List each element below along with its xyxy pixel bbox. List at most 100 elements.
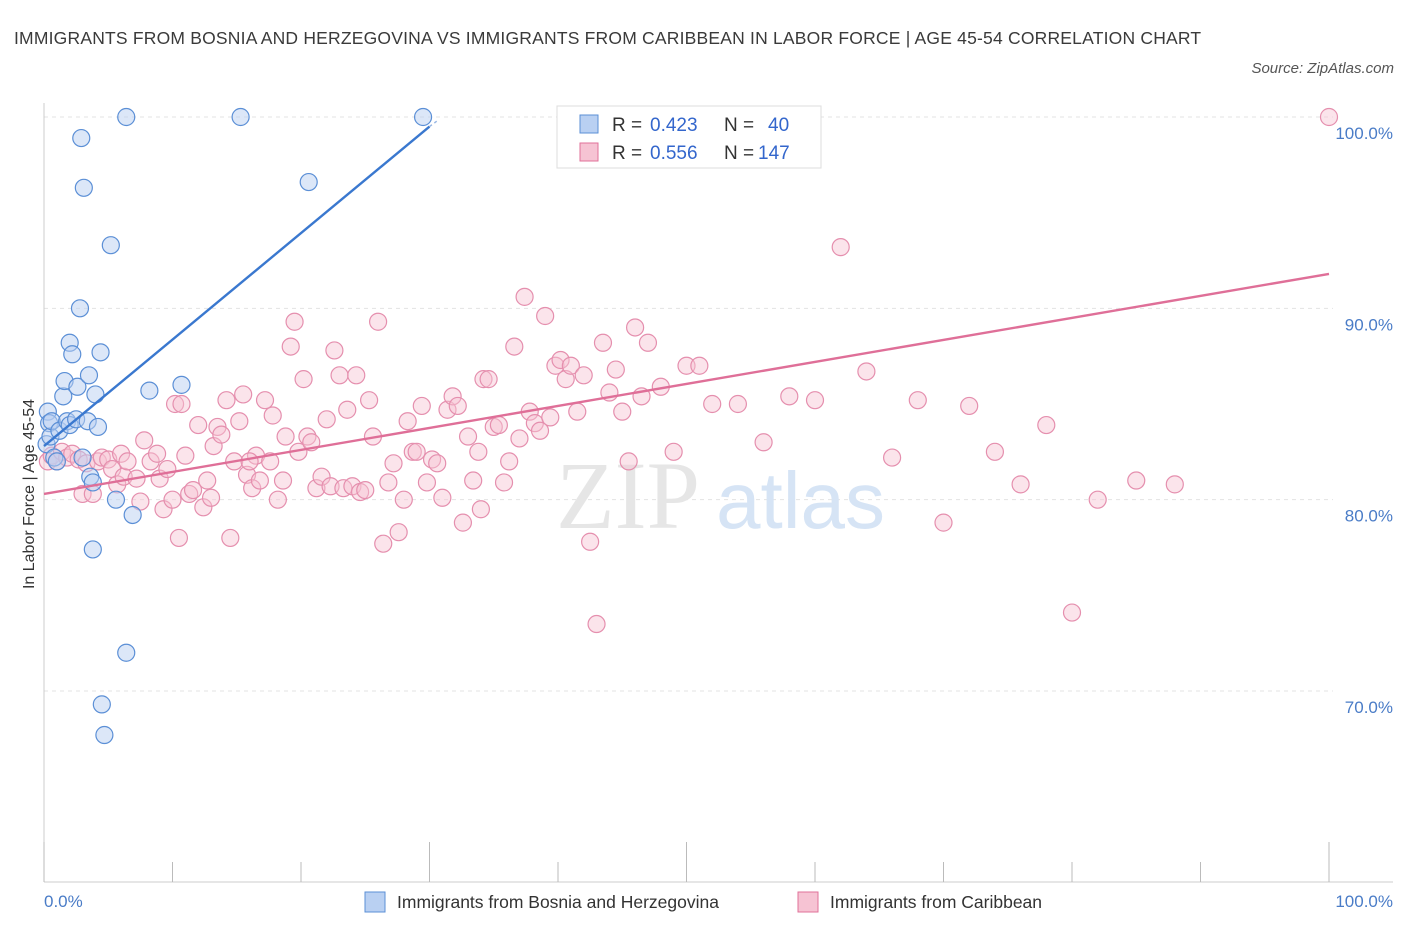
bosnia-point-28 <box>95 725 114 745</box>
caribbean-point-90 <box>443 387 462 406</box>
caribbean-point-73 <box>360 391 379 410</box>
caribbean-point-117 <box>587 614 606 634</box>
bosnia-point-26 <box>91 343 110 362</box>
gridlines <box>44 116 1333 692</box>
legend-swatch-caribbean <box>579 142 599 162</box>
series-legend: Immigrants from Bosnia and Herzegovina I… <box>364 891 1042 913</box>
y-axis-label: In Labor Force | Age 45-54 <box>21 399 38 589</box>
bosnia-point-31 <box>117 107 136 127</box>
legend-r-value-bosnia: 0.423 <box>650 115 698 136</box>
series-legend-swatch-bosnia <box>364 891 386 913</box>
legend-r-label-bosnia: R = <box>612 115 642 136</box>
legend-r-label-caribbean: R = <box>612 143 642 164</box>
caribbean-point-148 <box>1319 107 1339 127</box>
series-legend-swatch-caribbean <box>797 891 819 913</box>
caribbean-point-29 <box>172 394 191 414</box>
caribbean-point-100 <box>494 473 514 492</box>
caribbean-point-137 <box>882 448 902 467</box>
bosnia-point-24 <box>86 385 105 404</box>
caribbean-point-48 <box>250 471 269 490</box>
caribbean-point-53 <box>273 471 293 490</box>
caribbean-point-58 <box>294 370 313 389</box>
caribbean-point-91 <box>448 396 467 416</box>
y-tick-label-90: 90.0% <box>1345 315 1393 334</box>
caribbean-point-147 <box>1165 475 1184 494</box>
caribbean-point-146 <box>1127 471 1146 490</box>
caribbean-points <box>38 107 1339 634</box>
caribbean-point-108 <box>536 306 555 326</box>
caribbean-point-112 <box>556 370 575 389</box>
caribbean-point-20 <box>135 431 154 450</box>
caribbean-point-40 <box>217 391 236 410</box>
caribbean-point-127 <box>664 442 683 461</box>
bosnia-point-37 <box>299 172 318 192</box>
bosnia-point-39 <box>73 448 92 467</box>
caribbean-point-130 <box>703 394 722 414</box>
caribbean-point-101 <box>500 452 519 471</box>
caribbean-point-129 <box>690 356 709 375</box>
legend-n-label-bosnia: N = <box>724 115 754 136</box>
bosnia-point-17 <box>72 128 91 148</box>
caribbean-point-138 <box>908 391 927 410</box>
caribbean-point-19 <box>131 492 150 511</box>
caribbean-point-149 <box>240 452 259 471</box>
caribbean-point-139 <box>934 513 953 532</box>
caribbean-point-54 <box>276 427 295 446</box>
chart-title: IMMIGRANTS FROM BOSNIA AND HERZEGOVINA V… <box>14 28 1202 48</box>
caribbean-point-72 <box>356 481 375 500</box>
caribbean-point-87 <box>428 454 447 473</box>
x-tick-label-max: 100.0% <box>1335 892 1393 911</box>
caribbean-point-143 <box>1037 415 1056 435</box>
caribbean-point-95 <box>469 442 488 461</box>
caribbean-point-79 <box>389 523 408 542</box>
caribbean-point-114 <box>568 402 587 421</box>
caribbean-point-84 <box>412 396 431 416</box>
caribbean-point-85 <box>417 473 437 492</box>
watermark-atlas: atlas <box>716 456 885 545</box>
caribbean-point-70 <box>347 366 366 385</box>
caribbean-point-110 <box>546 356 565 375</box>
caribbean-point-33 <box>189 415 208 435</box>
caribbean-point-27 <box>165 394 185 414</box>
caribbean-point-32 <box>183 481 203 500</box>
caribbean-point-144 <box>1062 603 1082 622</box>
caribbean-point-41 <box>221 528 240 548</box>
caribbean-point-46 <box>243 479 262 498</box>
y-tick-label-70: 70.0% <box>1345 698 1393 717</box>
stats-legend-box <box>556 105 822 169</box>
caribbean-point-34 <box>194 498 213 517</box>
trend-lines <box>43 119 1330 496</box>
caribbean-point-135 <box>831 238 850 257</box>
caribbean-point-11 <box>92 448 111 467</box>
caribbean-point-68 <box>338 400 357 419</box>
series-legend-bosnia: Immigrants from Bosnia and Herzegovina <box>397 892 719 912</box>
bosnia-point-36 <box>231 107 250 127</box>
caribbean-point-104 <box>515 287 534 306</box>
caribbean-point-120 <box>606 360 625 379</box>
caribbean-point-49 <box>255 391 275 410</box>
caribbean-point-28 <box>169 528 189 548</box>
caribbean-point-128 <box>677 356 696 375</box>
bosnia-trend-extension <box>429 119 439 128</box>
bosnia-point-20 <box>79 366 99 385</box>
caribbean-point-61 <box>307 479 326 498</box>
source-label: Source: ZipAtlas.com <box>1251 60 1394 77</box>
caribbean-point-115 <box>574 366 593 385</box>
caribbean-point-113 <box>561 356 580 375</box>
bosnia-point-23 <box>83 540 102 559</box>
legend-swatch-bosnia <box>579 114 599 134</box>
caribbean-point-121 <box>613 402 632 421</box>
axes <box>43 103 1393 883</box>
bosnia-point-13 <box>63 345 82 364</box>
bosnia-point-6 <box>47 452 66 471</box>
caribbean-point-133 <box>780 387 799 406</box>
bosnia-trend-line <box>43 125 431 448</box>
y-tick-label-80: 80.0% <box>1345 507 1393 526</box>
caribbean-point-56 <box>285 312 304 331</box>
caribbean-point-26 <box>163 490 182 509</box>
caribbean-point-142 <box>1011 475 1030 494</box>
legend-r-value-caribbean: 0.556 <box>650 143 698 164</box>
caribbean-point-30 <box>176 446 195 465</box>
caribbean-point-111 <box>551 350 570 370</box>
